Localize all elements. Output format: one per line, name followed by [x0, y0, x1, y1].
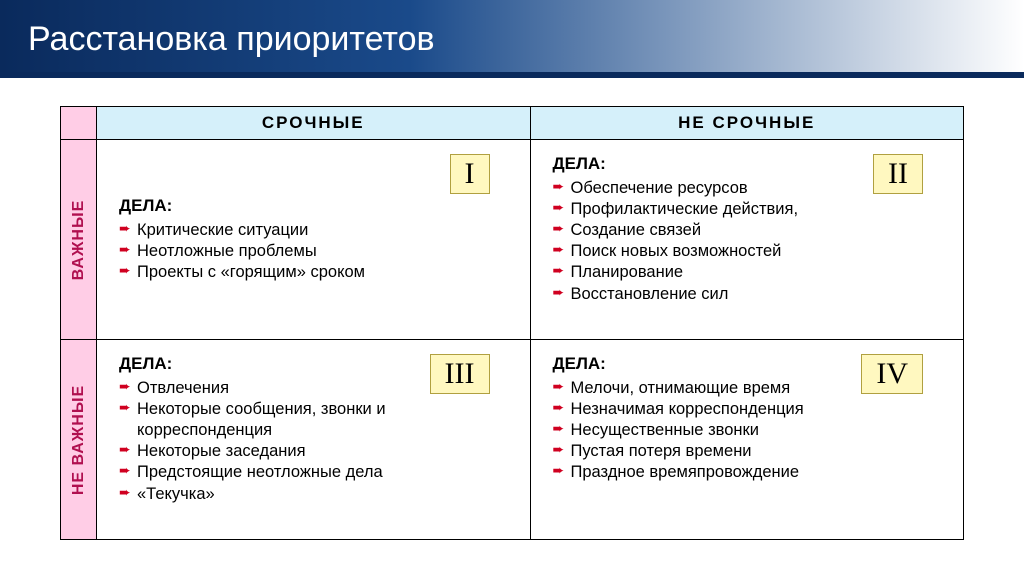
list-item: Некоторые заседания [119, 441, 516, 462]
quadrant-1: I ДЕЛА: Критические ситуацииНеотложные п… [97, 140, 531, 340]
list-item: Некоторые сообщения, звонки и корреспонд… [119, 399, 516, 441]
list-item: Предстоящие неотложные дела [119, 462, 516, 483]
list-item: Обеспечение ресурсов [553, 178, 950, 199]
title-bar: Расстановка приоритетов [0, 0, 1024, 78]
list-item: Мелочи, отнимающие время [553, 378, 950, 399]
list-item: Пустая потеря времени [553, 441, 950, 462]
page-title: Расстановка приоритетов [0, 20, 435, 59]
row-header-important-label: ВАЖНЫЕ [70, 199, 88, 280]
list-item: Отвлечения [119, 378, 516, 399]
list-item: Проекты с «горящим» сроком [119, 262, 516, 283]
quadrant-1-badge: I [450, 154, 490, 194]
list-item: Поиск новых возможностей [553, 241, 950, 262]
quadrant-3-list: ОтвлеченияНекоторые сообщения, звонки и … [119, 378, 516, 505]
list-item: Несущественные звонки [553, 420, 950, 441]
quadrant-1-list: Критические ситуацииНеотложные проблемыП… [119, 220, 516, 283]
quadrant-1-list-title: ДЕЛА: [119, 196, 516, 216]
matrix-container: СРОЧНЫЕ НЕ СРОЧНЫЕ ВАЖНЫЕ I ДЕЛА: Критич… [0, 78, 1024, 540]
priority-matrix: СРОЧНЫЕ НЕ СРОЧНЫЕ ВАЖНЫЕ I ДЕЛА: Критич… [60, 106, 964, 540]
list-item: Создание связей [553, 220, 950, 241]
corner-cell [61, 107, 97, 140]
row-header-not-important-label: НЕ ВАЖНЫЕ [70, 384, 88, 494]
list-item: Праздное времяпровождение [553, 462, 950, 483]
list-item: Незначимая корреспонденция [553, 399, 950, 420]
quadrant-4: IV ДЕЛА: Мелочи, отнимающие времяНезначи… [530, 340, 964, 540]
row-header-not-important: НЕ ВАЖНЫЕ [61, 340, 97, 540]
col-header-not-urgent: НЕ СРОЧНЫЕ [530, 107, 964, 140]
quadrant-2: II ДЕЛА: Обеспечение ресурсовПрофилактич… [530, 140, 964, 340]
row-header-important: ВАЖНЫЕ [61, 140, 97, 340]
quadrant-4-list: Мелочи, отнимающие времяНезначимая корре… [553, 378, 950, 484]
quadrant-3: III ДЕЛА: ОтвлеченияНекоторые сообщения,… [97, 340, 531, 540]
list-item: Неотложные проблемы [119, 241, 516, 262]
col-header-urgent: СРОЧНЫЕ [97, 107, 531, 140]
list-item: Профилактические действия, [553, 199, 950, 220]
list-item: Критические ситуации [119, 220, 516, 241]
list-item: Планирование [553, 262, 950, 283]
list-item: «Текучка» [119, 484, 516, 505]
list-item: Восстановление сил [553, 284, 950, 305]
quadrant-2-list: Обеспечение ресурсовПрофилактические дей… [553, 178, 950, 305]
